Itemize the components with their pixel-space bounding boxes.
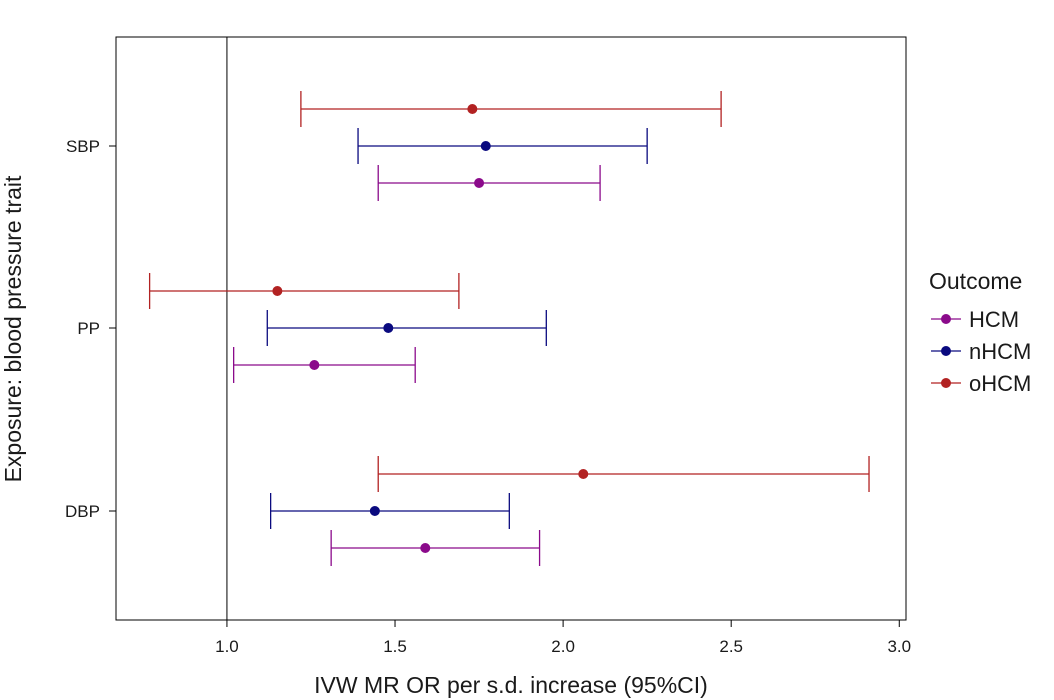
y-tick-label-dbp: DBP — [65, 502, 100, 521]
x-tick-label: 2.5 — [719, 637, 743, 656]
legend-marker-hcm — [941, 314, 951, 324]
point-hcm-sbp — [474, 178, 485, 188]
y-axis: SBP PP DBP — [65, 137, 116, 521]
point-ohcm-dbp — [578, 469, 589, 479]
y-tick-label-sbp: SBP — [66, 137, 100, 156]
x-axis-title: IVW MR OR per s.d. increase (95%CI) — [314, 672, 708, 698]
point-nhcm-sbp — [480, 141, 491, 151]
y-axis-title: Exposure: blood pressure trait — [0, 175, 26, 482]
x-tick-label: 3.0 — [887, 637, 911, 656]
point-nhcm-pp — [383, 323, 394, 333]
legend-marker-ohcm — [941, 378, 951, 388]
x-tick-label: 1.5 — [383, 637, 407, 656]
point-ohcm-pp — [272, 286, 283, 296]
legend: Outcome HCM nHCM oHCM — [929, 268, 1031, 396]
x-axis: 1.0 1.5 2.0 2.5 3.0 — [215, 620, 911, 656]
legend-marker-nhcm — [941, 346, 951, 356]
x-tick-label: 1.0 — [215, 637, 239, 656]
legend-label-nhcm: nHCM — [969, 339, 1031, 364]
point-ohcm-sbp — [467, 104, 478, 114]
y-tick-label-pp: PP — [77, 319, 100, 338]
legend-label-hcm: HCM — [969, 307, 1019, 332]
legend-label-ohcm: oHCM — [969, 371, 1031, 396]
point-nhcm-dbp — [369, 506, 380, 516]
chart-marks — [148, 91, 870, 566]
point-hcm-dbp — [420, 543, 431, 553]
x-tick-label: 2.0 — [551, 637, 575, 656]
point-hcm-pp — [309, 360, 320, 370]
legend-title: Outcome — [929, 268, 1022, 294]
